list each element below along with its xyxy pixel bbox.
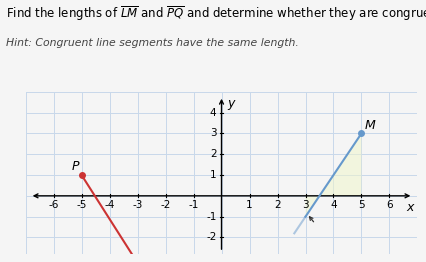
Text: 5: 5 [358,200,365,210]
Text: M: M [365,119,376,132]
Text: 6: 6 [386,200,393,210]
Text: 2: 2 [274,200,281,210]
Text: 4: 4 [210,107,216,118]
Text: 4: 4 [330,200,337,210]
Text: -4: -4 [104,200,115,210]
Text: -6: -6 [49,200,59,210]
Text: x: x [407,201,414,214]
Text: 3: 3 [302,200,309,210]
Text: -1: -1 [206,212,216,222]
Text: Find the lengths of $\overline{LM}$ and $\overline{PQ}$ and determine whether th: Find the lengths of $\overline{LM}$ and … [6,4,426,23]
Text: 1: 1 [246,200,253,210]
Text: Hint: Congruent line segments have the same length.: Hint: Congruent line segments have the s… [6,38,299,48]
Text: -1: -1 [188,200,199,210]
Text: 3: 3 [210,128,216,138]
Text: -3: -3 [132,200,143,210]
Text: -2: -2 [160,200,171,210]
Text: P: P [71,160,79,172]
Text: y: y [227,97,235,110]
Text: 2: 2 [210,149,216,159]
Text: -5: -5 [76,200,87,210]
Text: 1: 1 [210,170,216,180]
Text: -2: -2 [206,232,216,242]
Polygon shape [305,133,362,217]
